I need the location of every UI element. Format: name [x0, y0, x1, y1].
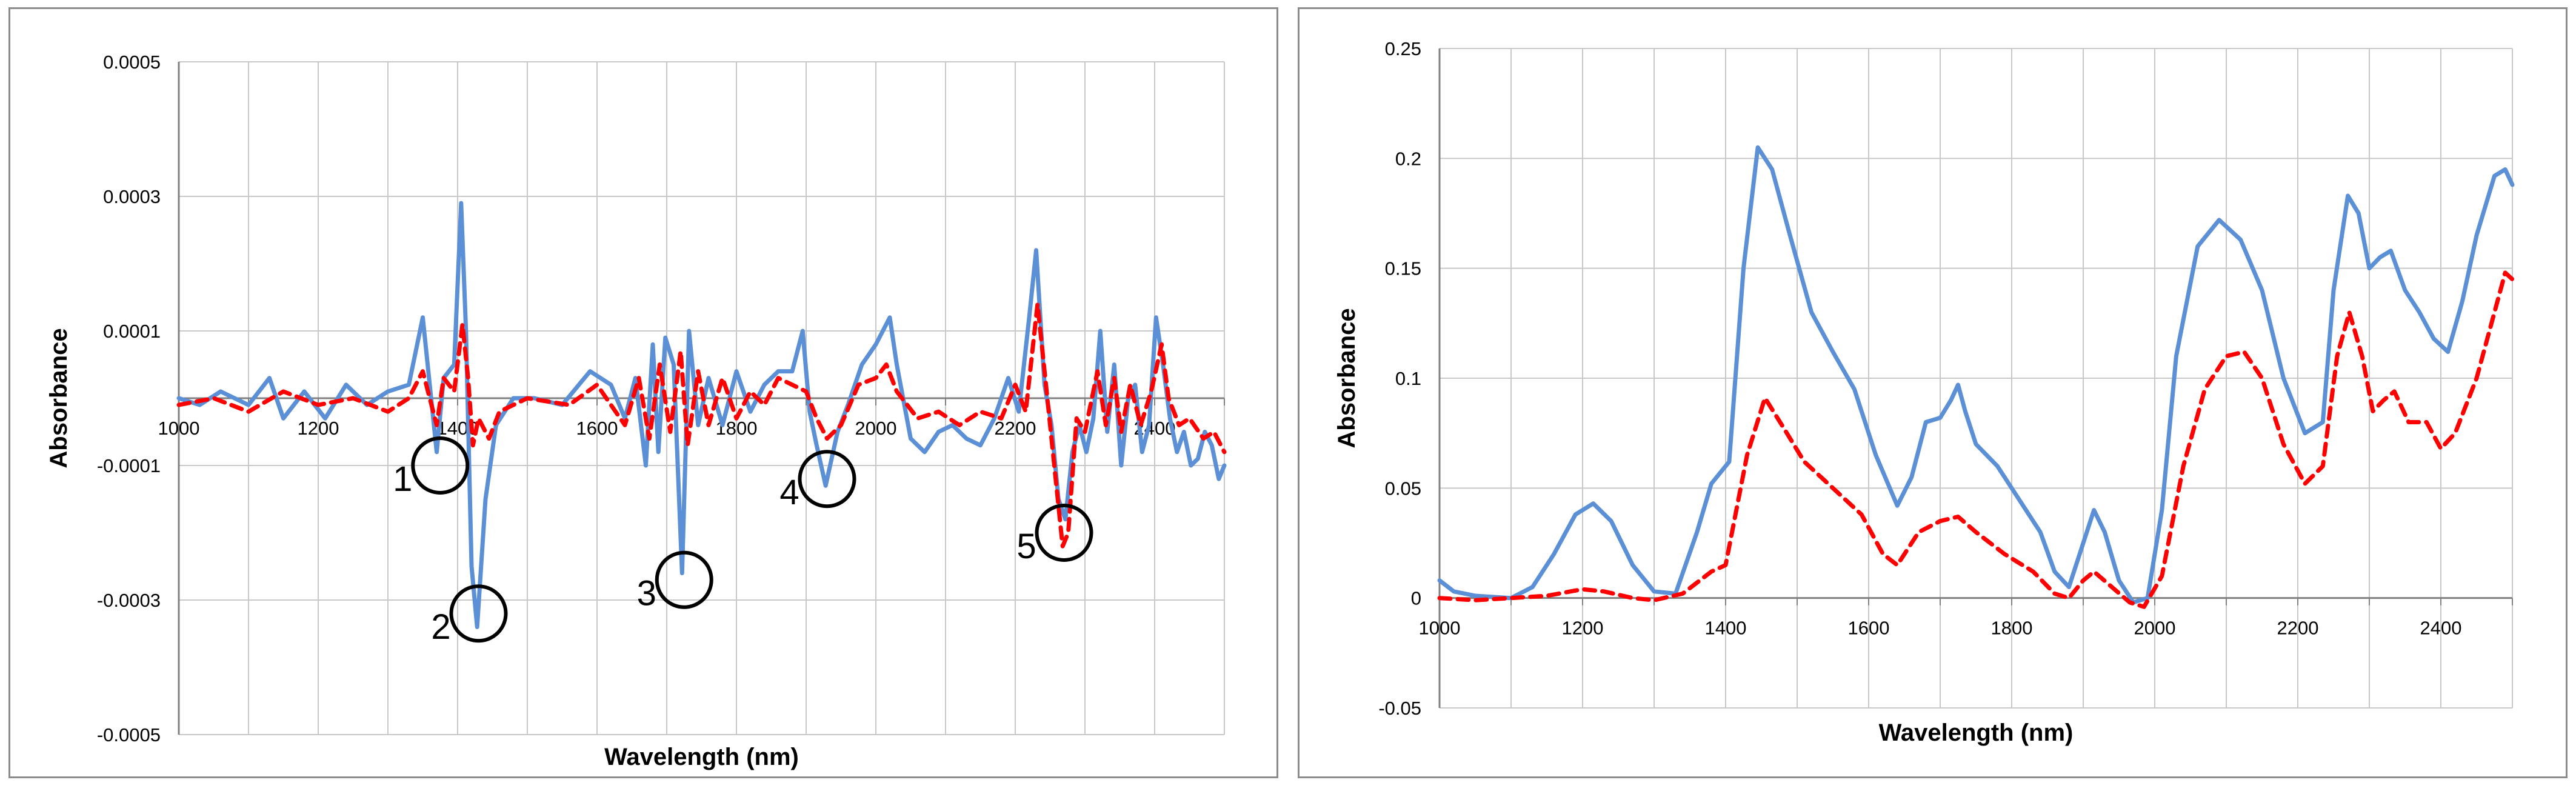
right-y-tick-label: 0.2: [1395, 148, 1421, 169]
right-chart: 0.25 0.2 0.15 0.1 0.05 0 -0.05 1000 1200 1400 1600…: [1333, 38, 2515, 746]
left-annotation-label: 3: [637, 574, 656, 613]
right-x-tick-label: 2400: [2420, 618, 2462, 639]
right-x-tick-label: 1200: [1562, 618, 1604, 639]
left-y-tick-label: 0.0001: [103, 321, 161, 342]
left-chart-panel: 0.0005 0.0003 0.0001 -0.0001 -0.0003 -0.0005 1…: [8, 7, 1278, 778]
left-annotation-label: 5: [1016, 527, 1036, 566]
right-y-axis-title: Absorbance: [1333, 308, 1360, 448]
right-y-tick-label: 0.25: [1385, 38, 1421, 59]
left-annotation-circle: [1035, 504, 1093, 562]
right-x-tick-label: 1400: [1705, 618, 1747, 639]
right-y-tick-label: 0.05: [1385, 478, 1421, 499]
left-x-tick-label: 1600: [576, 418, 618, 439]
right-x-axis-title: Wavelength (nm): [1879, 719, 2074, 746]
left-x-tick-label: 2000: [855, 418, 897, 439]
left-x-tick-label: 1000: [158, 418, 200, 439]
right-x-tick-label: 1000: [1419, 618, 1461, 639]
right-chart-panel: 0.25 0.2 0.15 0.1 0.05 0 -0.05 1000 1200 1400 1600…: [1288, 0, 2576, 794]
left-chart-frame: [8, 7, 1278, 778]
right-series-solid-line: [1437, 145, 2515, 605]
left-y-tick-label: 0.0005: [103, 52, 161, 73]
left-x-tick-label: 2200: [995, 418, 1036, 439]
right-y-tick-label: 0.1: [1395, 368, 1421, 389]
left-x-tick-label: 1200: [298, 418, 339, 439]
right-y-tick-label: 0: [1411, 588, 1421, 609]
right-x-tick-label: 2200: [2277, 618, 2319, 639]
right-y-tick-label: 0.15: [1385, 258, 1421, 279]
left-y-tick-label: 0.0003: [103, 186, 161, 207]
left-annotation-label: 1: [393, 459, 412, 499]
right-x-tick-label: 2000: [2134, 618, 2176, 639]
left-y-axis-title: Absorbance: [45, 328, 72, 468]
left-annotation-circle: [798, 450, 856, 509]
left-annotation-circle: [449, 584, 508, 643]
left-annotation-circle: [655, 550, 713, 609]
right-chart-frame: [1298, 7, 2568, 778]
left-series-solid-line: [176, 201, 1227, 629]
left-annotation-circle: [411, 436, 470, 495]
right-x-tick-label: 1800: [1991, 618, 2033, 639]
left-y-tick-label: -0.0005: [97, 724, 161, 746]
left-x-axis-title: Wavelength (nm): [604, 744, 799, 770]
left-annotation-label: 4: [779, 473, 799, 512]
left-annotation-label: 2: [431, 607, 450, 647]
right-x-tick-label: 1600: [1848, 618, 1890, 639]
left-series-dashed-line: [176, 302, 1227, 549]
left-chart: 0.0005 0.0003 0.0001 -0.0001 -0.0003 -0.0005 1…: [45, 52, 1227, 770]
left-y-tick-label: -0.0003: [97, 590, 161, 611]
right-y-tick-label: -0.05: [1378, 698, 1421, 719]
left-y-tick-label: -0.0001: [97, 455, 161, 476]
right-series-dashed-line: [1437, 270, 2515, 609]
